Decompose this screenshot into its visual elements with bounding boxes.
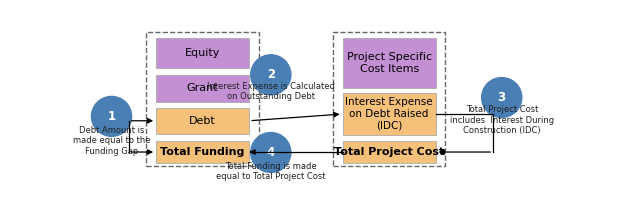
Text: Interest Expense is Calculated
on Outstanding Debt: Interest Expense is Calculated on Outsta… bbox=[207, 82, 335, 101]
Ellipse shape bbox=[91, 96, 131, 136]
FancyBboxPatch shape bbox=[342, 38, 436, 88]
FancyBboxPatch shape bbox=[156, 38, 249, 69]
Ellipse shape bbox=[251, 133, 291, 172]
Text: Debt Amount is
made equal to the
Funding Gap: Debt Amount is made equal to the Funding… bbox=[73, 126, 151, 156]
Text: Interest Expense
on Debt Raised
(IDC): Interest Expense on Debt Raised (IDC) bbox=[346, 98, 433, 131]
FancyBboxPatch shape bbox=[156, 141, 249, 163]
Bar bbox=[333, 32, 445, 166]
Text: 2: 2 bbox=[267, 68, 275, 81]
Text: 4: 4 bbox=[267, 146, 275, 159]
Text: 1: 1 bbox=[107, 110, 115, 123]
Text: Total Project Cost: Total Project Cost bbox=[334, 147, 444, 157]
Ellipse shape bbox=[251, 55, 291, 95]
Ellipse shape bbox=[482, 78, 522, 118]
FancyBboxPatch shape bbox=[342, 141, 436, 163]
Text: Project Specific
Cost Items: Project Specific Cost Items bbox=[347, 52, 432, 74]
Text: 3: 3 bbox=[498, 91, 506, 104]
Text: Equity: Equity bbox=[185, 48, 220, 58]
FancyBboxPatch shape bbox=[156, 108, 249, 134]
Text: Grant: Grant bbox=[187, 83, 218, 93]
Text: Total Project Cost
includes  Interest During
Construction (IDC): Total Project Cost includes Interest Dur… bbox=[450, 105, 554, 135]
FancyBboxPatch shape bbox=[342, 93, 436, 135]
Bar bbox=[146, 32, 259, 166]
FancyBboxPatch shape bbox=[156, 75, 249, 102]
Text: Total Funding: Total Funding bbox=[160, 147, 245, 157]
Text: Debt: Debt bbox=[189, 116, 216, 126]
Text: Total Funding is made
equal to Total Project Cost: Total Funding is made equal to Total Pro… bbox=[216, 162, 326, 181]
